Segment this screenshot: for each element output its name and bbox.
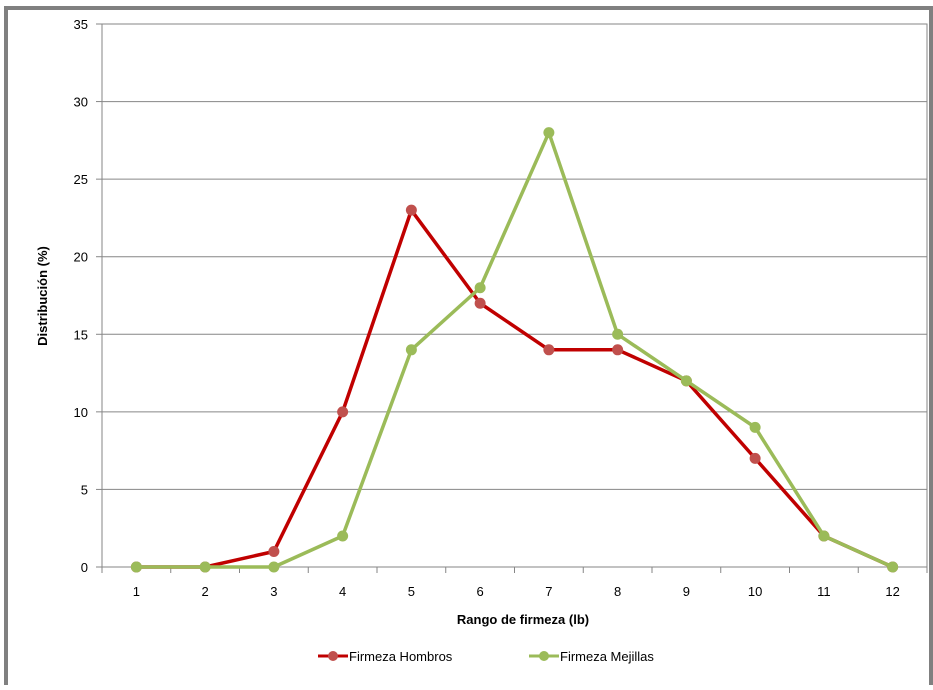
legend-label-hombros: Firmeza Hombros: [349, 649, 453, 664]
x-tick-label: 4: [339, 584, 346, 599]
data-point: [543, 344, 555, 356]
x-tick-label: 3: [270, 584, 277, 599]
data-point: [818, 530, 830, 542]
y-tick-label: 10: [74, 405, 88, 420]
legend-marker-mejillas: [539, 651, 549, 661]
data-point: [474, 297, 486, 309]
data-point: [749, 452, 761, 464]
legend-label-mejillas: Firmeza Mejillas: [560, 649, 654, 664]
x-tick-label: 7: [545, 584, 552, 599]
x-tick-label: 8: [614, 584, 621, 599]
legend-marker-hombros: [328, 651, 338, 661]
legend-item-hombros: Firmeza Hombros: [318, 649, 453, 664]
x-axis-title: Rango de firmeza (lb): [457, 612, 589, 627]
legend-item-mejillas: Firmeza Mejillas: [529, 649, 654, 664]
y-tick-label: 35: [74, 17, 88, 32]
data-point: [749, 421, 761, 433]
y-tick-label: 20: [74, 250, 88, 265]
x-tick-label: 12: [885, 584, 899, 599]
y-tick-label: 25: [74, 172, 88, 187]
x-tick-label: 11: [817, 584, 831, 599]
data-point: [268, 561, 280, 573]
data-point: [337, 530, 349, 542]
data-point: [337, 406, 349, 418]
x-tick-label: 1: [133, 584, 140, 599]
y-tick-label: 5: [81, 482, 88, 497]
data-point: [405, 344, 417, 356]
data-point: [612, 328, 624, 340]
legend: Firmeza Hombros Firmeza Mejillas: [318, 649, 654, 664]
data-point: [405, 204, 417, 216]
series-line-hombros: [136, 208, 894, 569]
y-tick-label: 0: [81, 560, 88, 575]
x-tick-label: 10: [748, 584, 762, 599]
data-point: [887, 561, 899, 573]
data-point: [680, 375, 692, 387]
data-point: [199, 561, 211, 573]
y-axis-title: Distribución (%): [35, 246, 50, 346]
series-line-mejillas: [136, 130, 894, 569]
data-point: [268, 545, 280, 557]
data-point: [612, 344, 624, 356]
x-tick-label: 6: [477, 584, 484, 599]
data-point: [130, 561, 142, 573]
y-tick-label: 30: [74, 95, 88, 110]
x-tick-label: 9: [683, 584, 690, 599]
chart-frame-border: [4, 6, 933, 690]
x-tick-label: 5: [408, 584, 415, 599]
data-point: [543, 127, 555, 139]
series-lines: [130, 127, 899, 573]
y-tick-label: 15: [74, 327, 88, 342]
x-tick-label: 2: [202, 584, 209, 599]
data-point: [474, 282, 486, 294]
